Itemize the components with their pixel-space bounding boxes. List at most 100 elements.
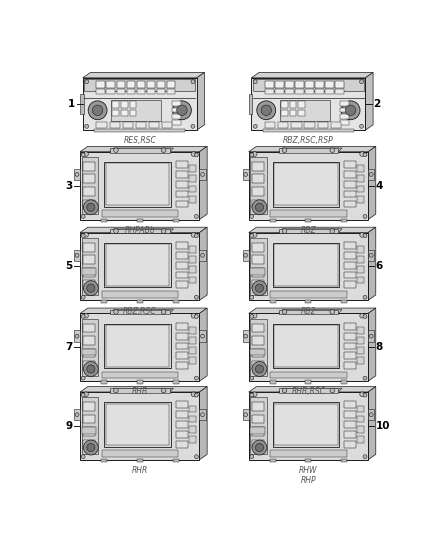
Bar [106,81,115,88]
Bar [325,81,334,88]
Circle shape [330,388,335,393]
Bar [304,122,314,128]
Bar [249,152,368,220]
Bar [252,174,264,183]
Bar [344,242,356,249]
Bar [106,90,115,94]
Polygon shape [368,147,376,220]
Bar [189,416,196,423]
Circle shape [92,105,103,116]
Circle shape [191,313,196,318]
Bar [249,392,368,460]
Bar [110,122,120,128]
Polygon shape [243,409,249,421]
Text: 7: 7 [65,342,72,352]
Polygon shape [249,227,376,232]
Text: 10: 10 [376,421,390,431]
Circle shape [194,234,198,238]
Bar [110,229,170,233]
Circle shape [161,310,166,314]
Polygon shape [199,249,205,261]
Bar [344,171,356,178]
Bar [137,219,143,222]
Polygon shape [368,249,374,261]
Circle shape [255,203,264,212]
Bar [101,219,107,222]
Bar [285,81,294,88]
Bar [117,90,125,94]
Bar [176,191,187,198]
Bar [189,175,196,182]
Circle shape [194,314,198,318]
Bar [83,349,95,358]
Bar [344,352,356,359]
Bar [250,427,265,434]
Bar [344,161,356,168]
Bar [102,291,178,297]
Bar [96,81,105,88]
Bar [189,266,196,273]
Bar [83,402,95,411]
Bar [272,324,339,368]
Circle shape [360,124,364,128]
Circle shape [194,153,198,157]
Bar [147,81,155,88]
Bar [270,372,346,378]
Circle shape [201,413,205,417]
Text: 6: 6 [376,262,383,271]
Circle shape [369,173,373,176]
Circle shape [255,443,264,451]
Polygon shape [110,310,173,313]
Bar [83,336,95,345]
Circle shape [87,284,95,292]
Circle shape [252,200,267,215]
Bar [274,164,338,205]
Bar [80,313,199,381]
Polygon shape [74,330,80,342]
Bar [176,323,187,330]
Bar [272,243,339,287]
Bar [101,381,107,384]
Circle shape [81,314,85,318]
Bar [176,441,187,448]
Bar [344,262,356,269]
Text: 2: 2 [373,99,380,109]
Circle shape [113,388,118,393]
Bar [325,90,334,94]
Bar [176,252,187,259]
Circle shape [255,284,264,292]
Bar [251,78,365,130]
Bar [252,415,264,424]
Bar [149,122,159,128]
Text: RHB,RSC: RHB,RSC [291,387,325,397]
Text: 4: 4 [376,181,383,191]
Bar [357,266,364,273]
Circle shape [84,152,88,156]
Bar [252,280,264,289]
Bar [106,325,169,367]
Bar [291,122,302,128]
Circle shape [81,376,85,380]
Bar [290,110,297,116]
Bar [104,324,171,368]
Circle shape [113,229,118,233]
Bar [83,361,95,370]
Bar [101,459,107,462]
Bar [172,120,181,125]
Bar [104,243,171,287]
Polygon shape [243,330,249,342]
Bar [263,128,354,132]
Circle shape [369,334,373,338]
Bar [130,110,136,116]
Bar [295,81,304,88]
Bar [340,108,350,112]
Bar [252,187,264,196]
Circle shape [363,455,367,458]
Circle shape [194,376,198,380]
Bar [137,300,143,303]
Bar [121,110,128,116]
Bar [176,262,187,269]
Circle shape [191,124,195,128]
Bar [252,268,264,277]
Bar [341,219,347,222]
